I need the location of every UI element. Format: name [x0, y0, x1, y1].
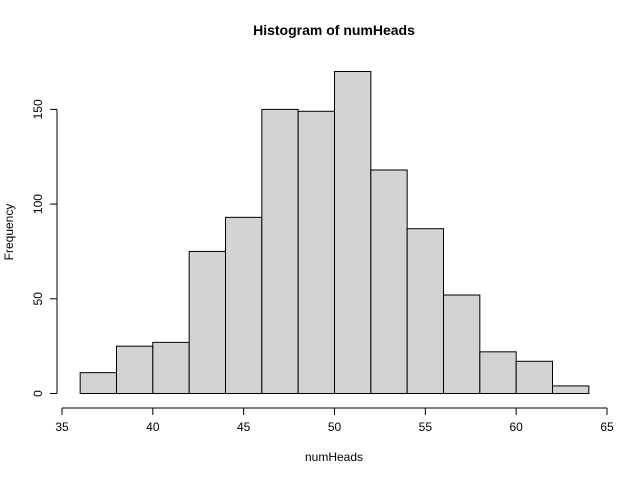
x-axis: 35 40 45 50 55 60 65 [55, 407, 614, 434]
y-axis-label: Frequency [2, 204, 16, 261]
x-tick-label: 60 [509, 420, 523, 434]
x-axis-label: numHeads [305, 450, 363, 464]
histogram-bar-44-46 [225, 216, 263, 394]
histogram-bar-52-54 [370, 169, 408, 394]
histogram-bar-60-62 [515, 360, 554, 394]
y-axis: 0 50 100 150 [31, 99, 58, 397]
y-tick-label: 50 [31, 292, 45, 306]
histogram-bar-48-50 [297, 110, 335, 395]
y-tick-label: 150 [31, 99, 45, 119]
x-tick-label: 65 [600, 420, 614, 434]
histogram-bar-36-38 [79, 372, 117, 394]
histogram-bar-38-40 [116, 345, 154, 395]
x-tick-label: 55 [419, 420, 433, 434]
histogram-bar-56-58 [443, 294, 481, 395]
x-tick-label: 50 [328, 420, 342, 434]
histogram-bar-58-60 [479, 351, 517, 394]
histogram-bar-46-48 [261, 108, 299, 394]
histogram-bar-40-42 [152, 341, 190, 395]
y-tick-label: 100 [31, 194, 45, 214]
x-tick-label: 45 [237, 420, 251, 434]
chart-title: Histogram of numHeads [253, 22, 415, 38]
histogram-bar-54-56 [406, 228, 444, 394]
histogram-bar-50-52 [334, 71, 372, 394]
bars-group [79, 71, 590, 395]
histogram-bar-62-64 [552, 385, 590, 394]
histogram-bar-42-44 [188, 250, 227, 394]
x-tick-label: 35 [55, 420, 69, 434]
y-tick-label: 0 [31, 390, 45, 397]
x-tick-label: 40 [146, 420, 160, 434]
